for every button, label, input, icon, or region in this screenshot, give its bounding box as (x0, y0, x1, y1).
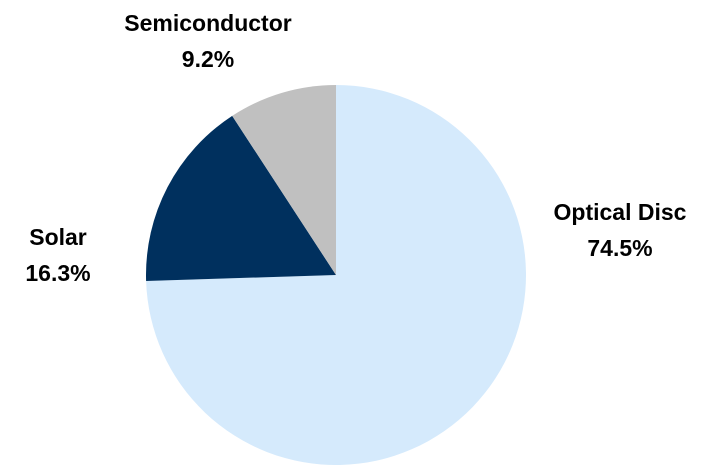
slice-label: Solar (29, 224, 87, 250)
slice-value-label: 74.5% (587, 235, 652, 261)
pie-slice (232, 85, 336, 275)
pie-slice (146, 85, 527, 465)
slice-label: Optical Disc (554, 199, 687, 225)
slice-label: Semiconductor (124, 10, 291, 36)
slice-value-label: 16.3% (25, 260, 90, 286)
pie-slice (146, 115, 336, 281)
slice-value-label: 9.2% (182, 46, 234, 72)
